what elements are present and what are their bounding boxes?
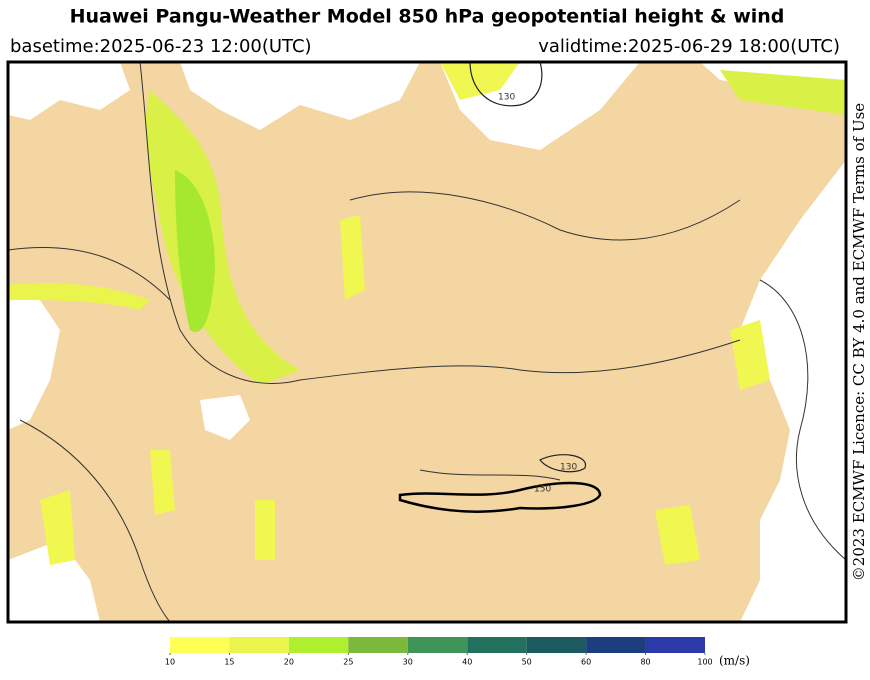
sea [8,540,100,622]
land [8,62,846,622]
sea [8,300,60,430]
colorbar-unit: (m/s) [719,654,750,668]
wind-band [145,90,300,385]
contour-150 [398,481,602,513]
colorbar-segment [467,637,527,653]
basetime: basetime:2025-06-23 12:00(UTC) [10,36,312,57]
colorbar-segment [288,637,349,653]
colorbar-tick-label: 80 [640,658,650,667]
wind-band [255,500,275,560]
contour-130 [539,454,587,473]
wind-band [340,215,365,300]
wind-band [40,490,75,565]
contour-label: 130 [560,463,577,473]
wind-band [150,450,175,515]
contour-130 [469,62,543,107]
colorbar-tick-label: 60 [581,658,591,667]
wind-band [175,170,215,332]
colorbar-tick-label: 50 [522,658,532,667]
wind-band [655,505,700,565]
colorbar-tick-label: 100 [697,658,712,667]
colorbar-segment [407,637,468,653]
map-frame [6,60,848,624]
colorbar-tick-label: 10 [165,658,175,667]
colorbar-segment [586,637,646,653]
contours [8,62,846,622]
colorbar-segment [645,637,705,653]
licence: ©2023 ECMWF Licence: CC BY 4.0 and ECMWF… [850,103,868,582]
contour-label: 130 [498,93,515,103]
colorbar-tick-label: 25 [343,658,353,667]
contour-label: 150 [534,485,551,495]
sea [200,395,250,440]
wind-band [440,62,520,100]
colorbar-tick-label: 15 [224,658,234,667]
wind-band [720,70,846,115]
sea [180,62,420,130]
colorbar-segment [229,637,289,653]
validtime: validtime:2025-06-29 18:00(UTC) [538,36,840,57]
colorbar-tick-label: 20 [284,658,294,667]
colorbar-tick-label: 40 [462,658,472,667]
colorbar-tick-label: 30 [403,658,413,667]
colorbar-segment [526,637,587,653]
colorbar-segment [348,637,408,653]
colorbar-segment [170,637,230,653]
sea [8,62,130,120]
map: 130 130 150 [6,60,848,624]
sea [740,160,846,622]
wind-band [8,283,150,310]
title: Huawei Pangu-Weather Model 850 hPa geopo… [70,6,785,28]
wind-band [730,320,770,390]
